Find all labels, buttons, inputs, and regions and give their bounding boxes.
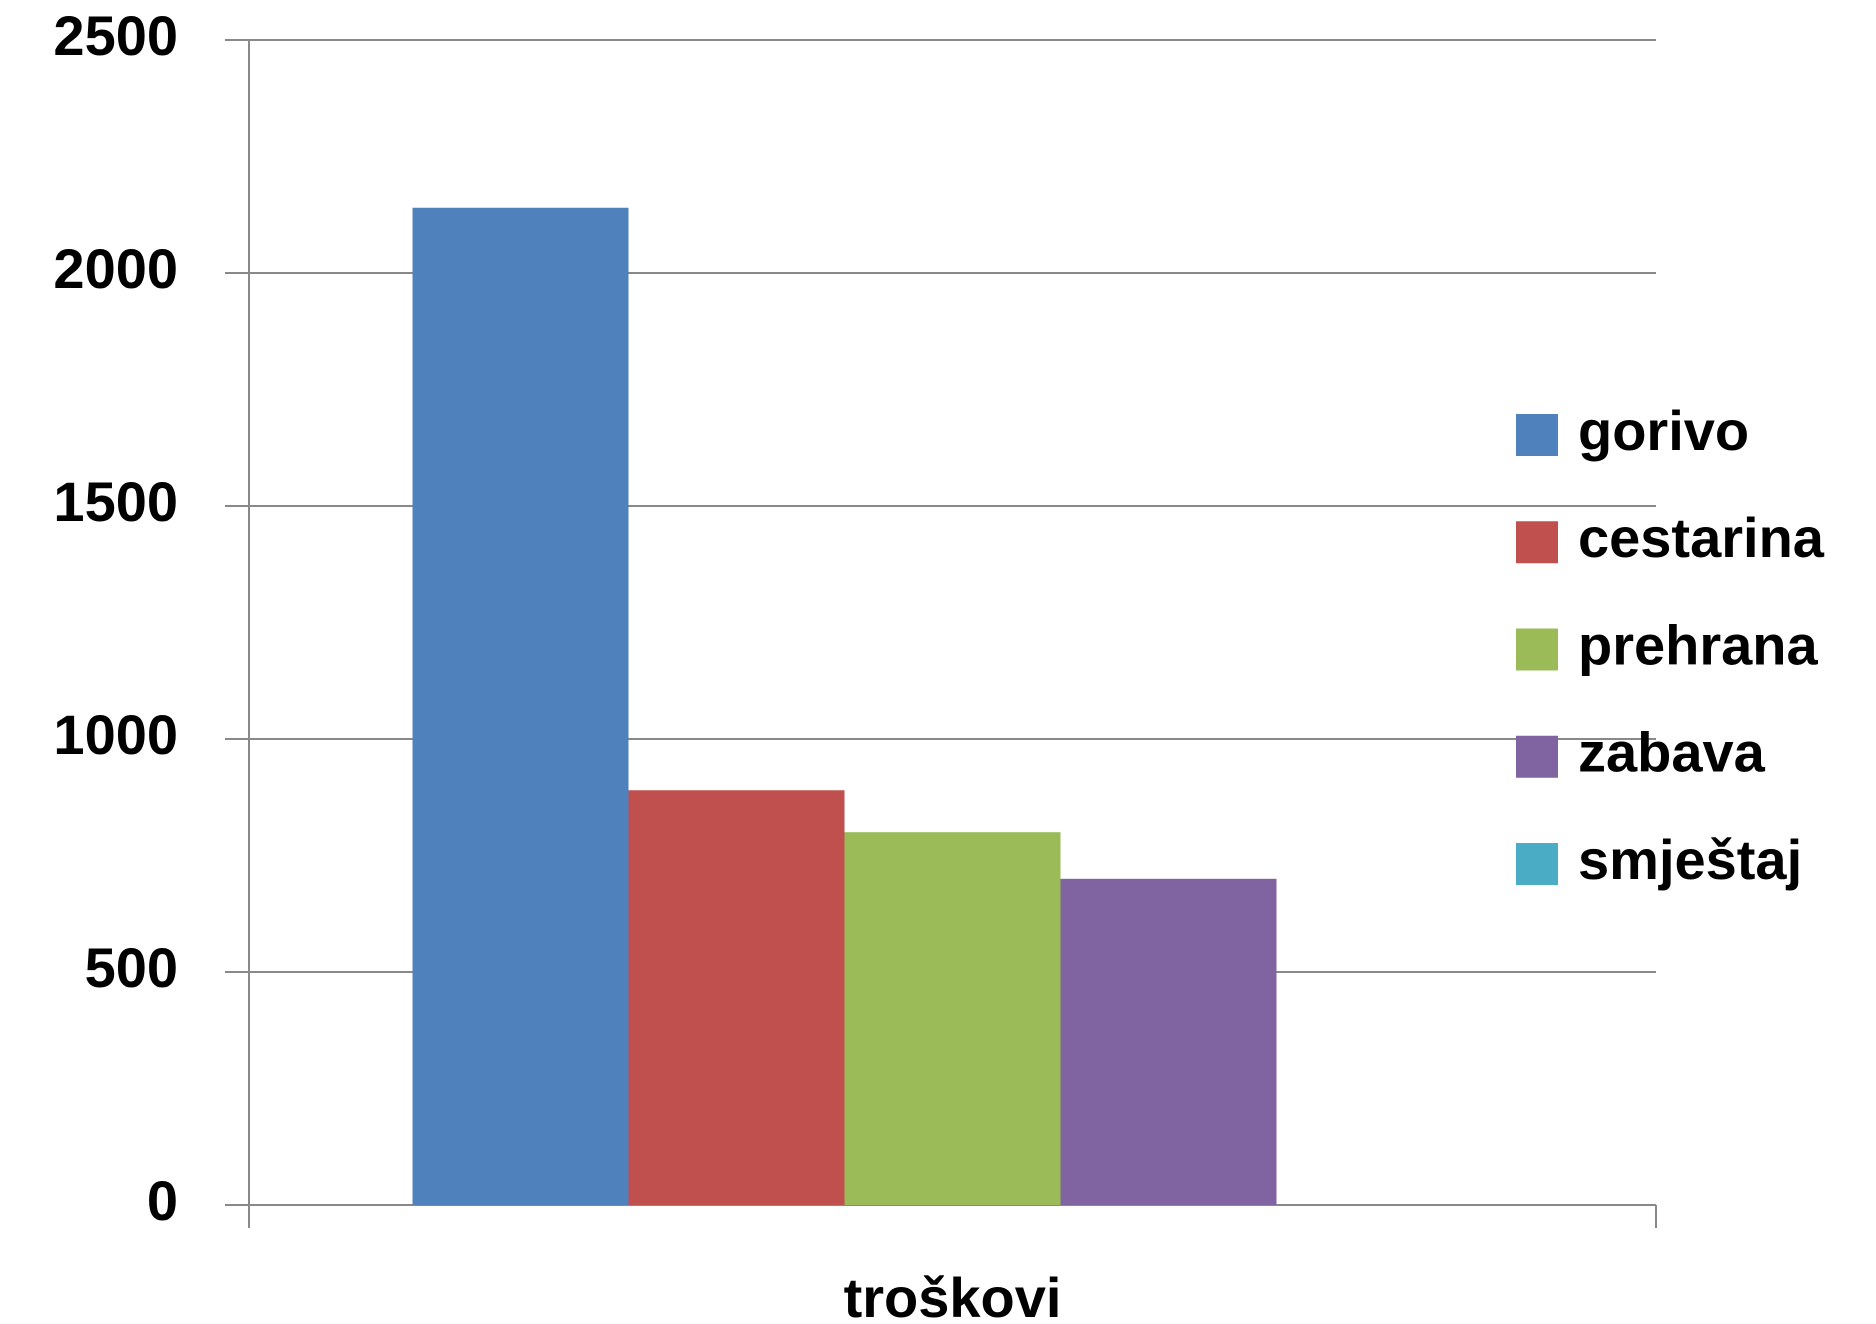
y-tick-label: 2500 — [53, 4, 178, 67]
x-tick-label: troškovi — [844, 1266, 1062, 1324]
y-tick-label: 1000 — [53, 703, 178, 766]
legend-label: zabava — [1578, 721, 1766, 784]
legend-label: prehrana — [1578, 613, 1818, 676]
legend-swatch — [1516, 628, 1558, 671]
legend-swatch — [1516, 843, 1558, 885]
legend-label: gorivo — [1578, 399, 1749, 462]
bar — [844, 832, 1061, 1205]
y-tick-label: 0 — [147, 1169, 178, 1232]
legend-swatch — [1516, 735, 1558, 778]
legend-label: smještaj — [1578, 828, 1802, 891]
y-tick-label: 2000 — [53, 237, 178, 300]
y-tick-label: 1500 — [53, 470, 178, 533]
bar — [628, 790, 845, 1205]
legend-swatch — [1516, 521, 1558, 564]
bar — [412, 207, 629, 1205]
legend-swatch — [1516, 414, 1558, 456]
y-tick-label: 500 — [85, 936, 178, 999]
legend-label: cestarina — [1578, 506, 1825, 569]
bar — [1060, 878, 1277, 1205]
